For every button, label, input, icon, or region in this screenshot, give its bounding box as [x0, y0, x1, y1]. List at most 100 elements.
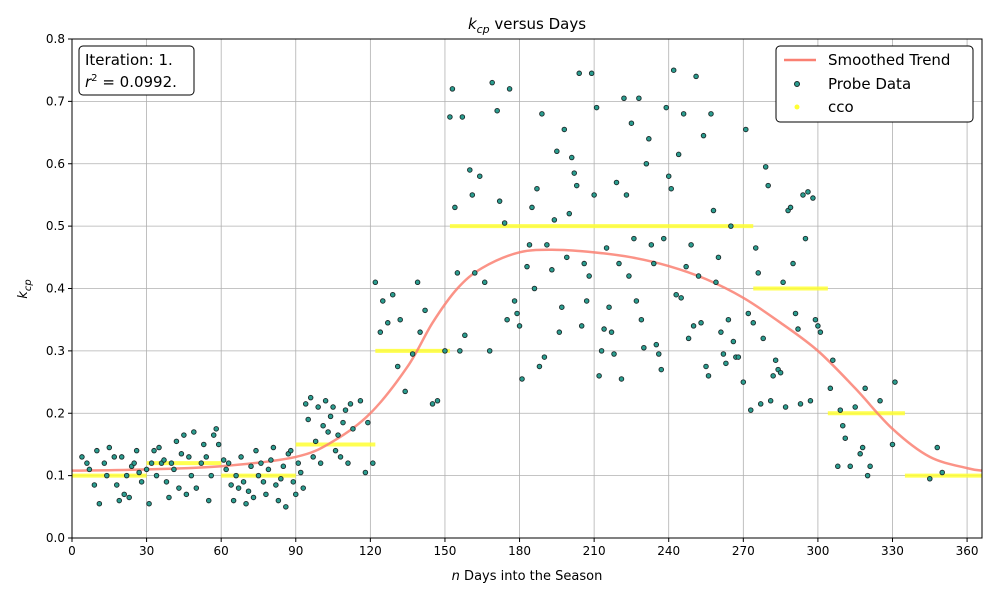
probe-data-point — [772, 357, 779, 363]
probe-data-point — [452, 204, 458, 211]
y-tick-label: 0.1 — [46, 469, 65, 483]
probe-data-point — [394, 363, 401, 370]
x-tick-label: 120 — [359, 544, 382, 558]
annotation-r-squared: r2 = 0.0992. — [85, 73, 177, 91]
probe-data-point — [486, 348, 493, 354]
y-tick-label: 0.7 — [46, 94, 65, 108]
probe-data-point — [603, 245, 610, 251]
probe-data-point — [409, 351, 416, 357]
probe-data-point — [176, 485, 182, 491]
probe-data-point — [297, 469, 304, 476]
probe-data-point — [514, 310, 520, 317]
probe-data-point — [111, 454, 118, 460]
probe-data-point — [322, 398, 329, 404]
probe-data-point — [449, 86, 456, 92]
probe-data-point — [467, 167, 473, 173]
probe-data-point — [300, 485, 306, 491]
probe-data-point — [228, 482, 234, 488]
probe-data-point — [201, 441, 207, 448]
probe-data-point — [225, 460, 232, 466]
probe-data-point — [840, 422, 846, 429]
probe-data-point — [255, 472, 262, 479]
probe-data-point — [417, 329, 423, 335]
probe-data-point — [238, 454, 244, 460]
probe-data-point — [156, 444, 162, 451]
probe-data-point — [123, 472, 130, 479]
probe-data-point — [797, 401, 804, 407]
legend-label-cco: cco — [828, 98, 854, 116]
probe-data-point — [583, 298, 590, 304]
y-axis-ticks: 0.0 0.1 0.2 0.3 0.4 0.5 0.6 0.7 0.8 — [46, 32, 72, 545]
y-tick-label: 0.2 — [46, 406, 65, 420]
probe-data-point — [457, 348, 463, 354]
probe-data-point — [678, 295, 684, 301]
probe-data-point — [556, 329, 563, 335]
x-tick-label: 30 — [139, 544, 154, 558]
probe-data-point — [782, 404, 789, 410]
probe-data-point — [598, 348, 605, 354]
probe-data-point — [337, 454, 344, 460]
probe-data-point — [213, 426, 219, 432]
probe-data-point — [188, 472, 195, 479]
probe-data-point — [325, 429, 331, 435]
legend-label-smoothed-trend: Smoothed Trend — [828, 51, 950, 69]
probe-data-point — [350, 426, 356, 432]
probe-data-point — [807, 398, 814, 404]
probe-data-point — [263, 491, 269, 498]
probe-data-point — [559, 304, 565, 310]
probe-data-point — [643, 160, 650, 167]
probe-data-point — [516, 323, 523, 329]
probe-data-point — [531, 285, 538, 292]
probe-data-point — [186, 454, 192, 460]
probe-data-point — [519, 376, 525, 382]
probe-data-point — [633, 298, 640, 304]
probe-data-point — [745, 310, 752, 317]
probe-data-point — [735, 354, 742, 360]
probe-data-point — [288, 447, 294, 454]
probe-data-point — [357, 398, 364, 404]
probe-data-point — [812, 316, 819, 323]
probe-data-point — [106, 444, 113, 451]
annotation-iteration: Iteration: 1. — [85, 51, 173, 69]
probe-data-point — [591, 192, 597, 198]
probe-data-point — [86, 466, 93, 473]
probe-data-point — [118, 454, 125, 460]
y-tick-label: 0.3 — [46, 344, 65, 358]
probe-data-point — [148, 460, 155, 466]
probe-data-point — [693, 73, 699, 80]
probe-data-series — [79, 67, 945, 510]
probe-data-point — [588, 70, 595, 77]
probe-data-point — [728, 223, 734, 229]
probe-data-point — [235, 485, 242, 491]
probe-data-point — [494, 107, 500, 114]
probe-data-point — [800, 192, 806, 198]
probe-data-point — [606, 304, 612, 310]
y-tick-label: 0.4 — [46, 282, 65, 296]
probe-data-point — [173, 438, 180, 445]
probe-data-point — [163, 479, 170, 485]
probe-data-point — [370, 460, 376, 466]
y-axis-label: kcp — [16, 279, 34, 298]
probe-data-point — [283, 504, 289, 510]
probe-data-point — [815, 323, 821, 329]
probe-data-point — [864, 472, 871, 479]
probe-data-point — [927, 475, 933, 482]
probe-data-point — [96, 500, 103, 507]
probe-data-point — [877, 398, 883, 404]
probe-data-point — [723, 360, 729, 367]
probe-data-point — [889, 441, 896, 448]
probe-data-point — [315, 404, 321, 410]
probe-data-point — [161, 457, 167, 463]
probe-data-point — [330, 404, 336, 410]
probe-data-point — [683, 263, 689, 270]
y-tick-label: 0.8 — [46, 32, 65, 46]
chart-title: kcp versus Days — [468, 15, 586, 36]
x-axis-ticks: 0 30 60 90 120 150 180 210 240 270 300 330 360 — [68, 538, 979, 558]
probe-data-point — [564, 254, 570, 261]
probe-data-point — [121, 491, 127, 498]
probe-data-point — [566, 210, 573, 217]
probe-data-point — [718, 329, 724, 335]
legend-frame — [775, 45, 974, 123]
probe-data-point — [526, 242, 533, 248]
probe-data-point — [601, 326, 607, 332]
